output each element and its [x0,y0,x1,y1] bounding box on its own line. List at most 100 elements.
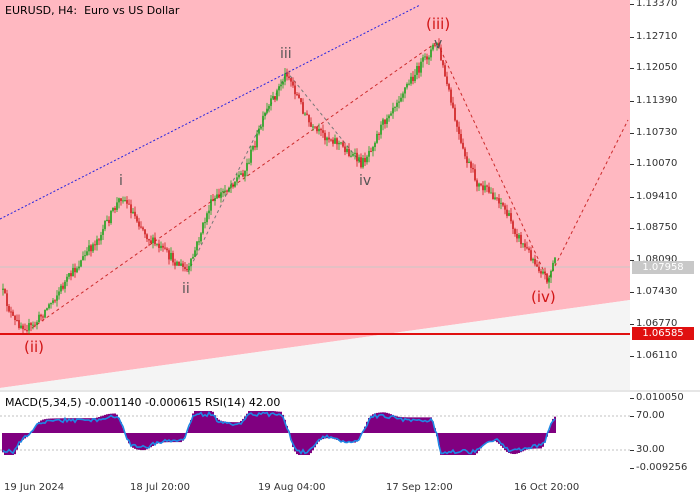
candle-body [270,98,272,106]
candle-body [328,137,330,140]
candle-body [300,98,302,103]
candle-body [326,137,328,141]
candle-body [46,308,48,310]
candle-body [274,96,276,100]
candle-body [324,132,326,141]
candle-body [152,237,154,244]
candle-body [16,319,18,321]
candle-body [34,324,36,326]
pane-separator[interactable] [0,390,700,392]
candle-body [412,76,414,82]
indicator-tick: 70.00 [630,410,665,421]
candle-body [58,291,60,296]
price-tick: 1.09410 [629,191,678,202]
candle-body [254,145,256,148]
candle-body [106,219,108,221]
wave-label-ii: ii [182,281,190,297]
candle-body [552,262,554,272]
candle-body [260,126,262,129]
candle-body [490,192,492,194]
candle-body [322,130,324,133]
candle-body [460,133,462,143]
candle-body [184,266,186,270]
candle-body [102,229,104,235]
candle-body [118,198,120,203]
wave-label-big-iv: (iv) [531,288,556,306]
candle-body [392,107,394,114]
candle-body [98,239,100,241]
candle-body [284,73,286,82]
candle-body [488,186,490,193]
candle-body [296,94,298,96]
candle-body [96,239,98,246]
candle-body [86,251,88,256]
candle-body [252,145,254,150]
candle-body [440,47,442,61]
candle-body [454,107,456,121]
channel-fill [0,0,630,388]
candle-body [24,329,26,331]
candle-body [410,76,412,84]
candle-body [408,83,410,85]
wave-label-iii: iii [280,46,292,62]
candle-body [458,126,460,134]
macd-histogram [2,411,556,455]
candle-body [406,83,408,88]
candle-body [292,81,294,86]
candle-body [52,300,54,303]
candle-body [516,234,518,239]
candle-body [244,170,246,177]
price-tick: 1.06110 [629,350,678,361]
candle-body [336,138,338,145]
candle-body [132,211,134,214]
candle-body [480,183,482,186]
candle-body [384,119,386,124]
candle-body [150,240,152,244]
candle-body [390,113,392,116]
price-axis[interactable]: 1.13370 1.12710 1.12050 1.11390 1.10730 … [629,0,700,390]
candle-body [446,76,448,85]
candle-body [496,197,498,199]
candle-body [120,198,122,202]
candle-body [108,219,110,223]
candle-body [110,210,112,223]
candle-body [466,156,468,163]
candle-body [380,124,382,135]
candle-body [228,187,230,192]
candle-body [482,185,484,191]
candle-body [226,190,228,192]
candle-body [452,102,454,108]
indicator-pane[interactable]: MACD(5,34,5) -0.001140 -0.000615 RSI(14)… [0,392,630,476]
candle-body [214,198,216,202]
candle-body [78,266,80,269]
price-chart-pane[interactable]: EURUSD, H4: Euro vs US Dollar i ii iii i… [0,0,630,390]
candle-body [68,273,70,277]
indicator-svg [0,410,630,455]
price-tick: 1.12050 [629,62,678,73]
indicator-label: MACD(5,34,5) -0.001140 -0.000615 RSI(14)… [5,396,281,409]
candle-body [200,233,202,242]
candle-body [256,133,258,148]
candle-body [470,161,472,168]
candle-body [352,153,354,156]
price-tick: 1.08750 [629,222,678,233]
candle-body [526,247,528,249]
candle-body [342,142,344,147]
candle-body [130,204,132,214]
candle-body [196,241,198,251]
candle-body [374,142,376,148]
candle-body [310,122,312,127]
candle-body [140,226,142,228]
candle-body [340,142,342,144]
candle-body [360,157,362,168]
candle-body [66,276,68,282]
indicator-axis: 0.010050 70.00 30.00 -0.009256 [629,392,700,476]
candle-body [122,200,124,202]
candle-body [4,288,6,294]
candle-body [178,261,180,266]
indicator-tick: 0.010050 [630,392,684,403]
candle-body [436,42,438,46]
candle-body [422,57,424,62]
candle-body [318,128,320,132]
candle-body [126,200,128,204]
